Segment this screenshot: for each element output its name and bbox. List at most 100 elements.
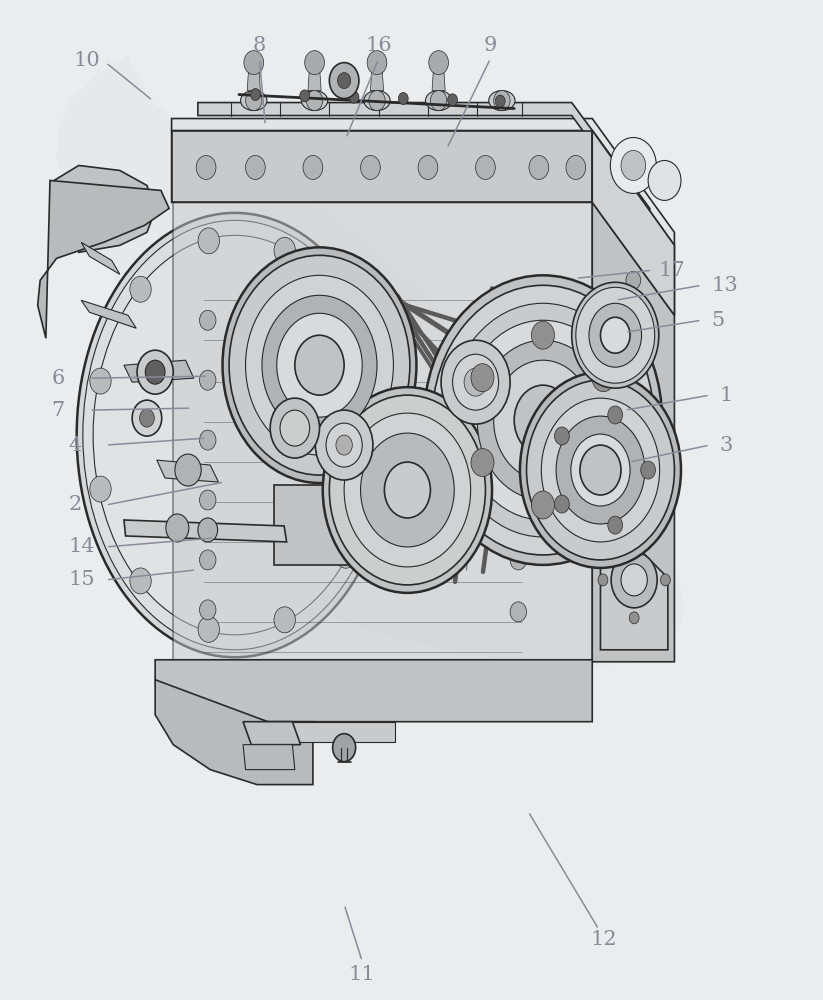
- Circle shape: [572, 282, 658, 388]
- Circle shape: [199, 310, 216, 330]
- Circle shape: [589, 303, 642, 367]
- Polygon shape: [370, 66, 384, 91]
- Circle shape: [626, 511, 641, 529]
- Circle shape: [477, 340, 609, 500]
- Circle shape: [527, 380, 674, 560]
- Circle shape: [363, 442, 384, 468]
- Circle shape: [598, 574, 608, 586]
- Ellipse shape: [364, 91, 390, 111]
- Circle shape: [626, 631, 641, 649]
- Circle shape: [315, 410, 373, 480]
- Circle shape: [305, 51, 324, 75]
- Text: 11: 11: [349, 965, 375, 984]
- Circle shape: [262, 295, 377, 435]
- Circle shape: [332, 734, 356, 762]
- Circle shape: [626, 271, 641, 289]
- Circle shape: [441, 340, 510, 424]
- Polygon shape: [171, 131, 674, 315]
- Circle shape: [300, 90, 309, 102]
- Circle shape: [277, 313, 362, 417]
- Circle shape: [611, 552, 657, 608]
- Circle shape: [566, 155, 586, 179]
- Circle shape: [360, 155, 380, 179]
- Circle shape: [329, 63, 359, 99]
- Circle shape: [626, 351, 641, 369]
- Circle shape: [471, 364, 494, 392]
- Circle shape: [514, 385, 572, 455]
- Circle shape: [555, 427, 570, 445]
- Circle shape: [336, 435, 352, 455]
- Circle shape: [90, 368, 111, 394]
- Circle shape: [199, 550, 216, 570]
- Circle shape: [349, 91, 359, 103]
- Circle shape: [199, 600, 216, 620]
- Circle shape: [140, 409, 155, 427]
- Circle shape: [510, 550, 527, 570]
- Circle shape: [130, 276, 151, 302]
- Circle shape: [510, 370, 527, 390]
- Circle shape: [199, 370, 216, 390]
- Circle shape: [198, 228, 220, 254]
- Circle shape: [532, 491, 555, 519]
- Circle shape: [621, 150, 646, 180]
- Polygon shape: [198, 103, 650, 222]
- Circle shape: [626, 551, 641, 569]
- Circle shape: [464, 368, 487, 396]
- Circle shape: [626, 431, 641, 449]
- Polygon shape: [247, 66, 260, 91]
- Circle shape: [229, 255, 410, 475]
- Circle shape: [367, 51, 387, 75]
- Ellipse shape: [489, 91, 515, 111]
- Text: 14: 14: [68, 537, 95, 556]
- Text: 7: 7: [52, 401, 65, 420]
- Circle shape: [384, 462, 430, 518]
- Polygon shape: [274, 485, 365, 565]
- Polygon shape: [57, 56, 683, 666]
- Polygon shape: [156, 680, 313, 785]
- Circle shape: [608, 516, 622, 534]
- Circle shape: [326, 423, 362, 467]
- Circle shape: [532, 321, 555, 349]
- Circle shape: [137, 350, 173, 394]
- Circle shape: [641, 461, 655, 479]
- Circle shape: [626, 591, 641, 609]
- Text: 2: 2: [68, 495, 81, 514]
- Circle shape: [494, 360, 593, 480]
- Circle shape: [274, 607, 295, 633]
- Ellipse shape: [425, 91, 452, 111]
- Circle shape: [360, 433, 454, 547]
- Circle shape: [130, 568, 151, 594]
- Circle shape: [630, 612, 639, 624]
- Circle shape: [510, 602, 527, 622]
- Circle shape: [432, 285, 654, 555]
- Circle shape: [601, 317, 630, 353]
- Circle shape: [580, 445, 621, 495]
- Polygon shape: [593, 131, 674, 315]
- Circle shape: [344, 413, 471, 567]
- Circle shape: [429, 51, 449, 75]
- Circle shape: [174, 454, 201, 486]
- Circle shape: [626, 391, 641, 409]
- Circle shape: [461, 320, 625, 520]
- Circle shape: [329, 395, 486, 585]
- Circle shape: [424, 275, 662, 565]
- Polygon shape: [81, 242, 120, 274]
- Circle shape: [621, 564, 648, 596]
- Ellipse shape: [77, 213, 393, 657]
- Circle shape: [270, 398, 319, 458]
- Text: 10: 10: [73, 51, 100, 70]
- Polygon shape: [156, 660, 593, 722]
- Circle shape: [323, 387, 492, 593]
- Circle shape: [576, 287, 655, 383]
- Circle shape: [626, 311, 641, 329]
- Circle shape: [250, 89, 260, 101]
- Circle shape: [476, 155, 495, 179]
- Text: 4: 4: [68, 436, 81, 455]
- Circle shape: [146, 360, 165, 384]
- Circle shape: [448, 94, 458, 106]
- Circle shape: [303, 155, 323, 179]
- Polygon shape: [38, 180, 169, 338]
- Circle shape: [133, 400, 162, 436]
- Circle shape: [529, 155, 549, 179]
- Polygon shape: [124, 360, 193, 382]
